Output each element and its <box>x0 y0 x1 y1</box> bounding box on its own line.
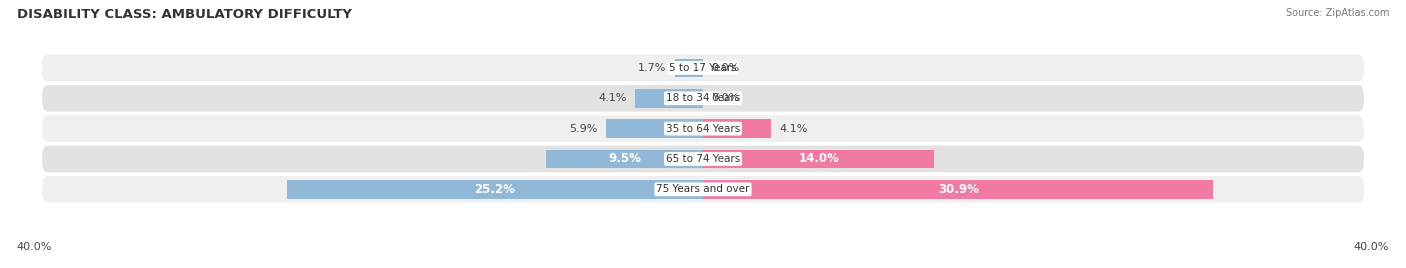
FancyBboxPatch shape <box>42 146 1364 172</box>
Bar <box>703 150 934 168</box>
Text: Source: ZipAtlas.com: Source: ZipAtlas.com <box>1285 8 1389 18</box>
FancyBboxPatch shape <box>42 176 1364 203</box>
Text: 30.9%: 30.9% <box>938 183 979 196</box>
Bar <box>606 119 703 138</box>
Text: 25.2%: 25.2% <box>474 183 515 196</box>
FancyBboxPatch shape <box>42 115 1364 142</box>
Text: 40.0%: 40.0% <box>1354 242 1389 252</box>
Text: 4.1%: 4.1% <box>599 93 627 103</box>
Text: 40.0%: 40.0% <box>17 242 52 252</box>
Text: 14.0%: 14.0% <box>799 152 839 165</box>
Bar <box>636 89 703 108</box>
Text: 35 to 64 Years: 35 to 64 Years <box>666 124 740 134</box>
FancyBboxPatch shape <box>42 55 1364 81</box>
Text: 0.0%: 0.0% <box>711 93 740 103</box>
Bar <box>703 180 1213 199</box>
Bar <box>546 150 703 168</box>
Text: 4.1%: 4.1% <box>779 124 807 134</box>
Bar <box>703 119 770 138</box>
Text: DISABILITY CLASS: AMBULATORY DIFFICULTY: DISABILITY CLASS: AMBULATORY DIFFICULTY <box>17 8 352 21</box>
Text: 0.0%: 0.0% <box>711 63 740 73</box>
Bar <box>675 58 703 77</box>
Text: 1.7%: 1.7% <box>638 63 666 73</box>
Text: 9.5%: 9.5% <box>607 152 641 165</box>
FancyBboxPatch shape <box>42 85 1364 112</box>
Text: 65 to 74 Years: 65 to 74 Years <box>666 154 740 164</box>
Legend: Male, Female: Male, Female <box>640 267 766 268</box>
Bar <box>287 180 703 199</box>
Text: 5 to 17 Years: 5 to 17 Years <box>669 63 737 73</box>
Text: 75 Years and over: 75 Years and over <box>657 184 749 194</box>
Text: 5.9%: 5.9% <box>569 124 598 134</box>
Text: 18 to 34 Years: 18 to 34 Years <box>666 93 740 103</box>
